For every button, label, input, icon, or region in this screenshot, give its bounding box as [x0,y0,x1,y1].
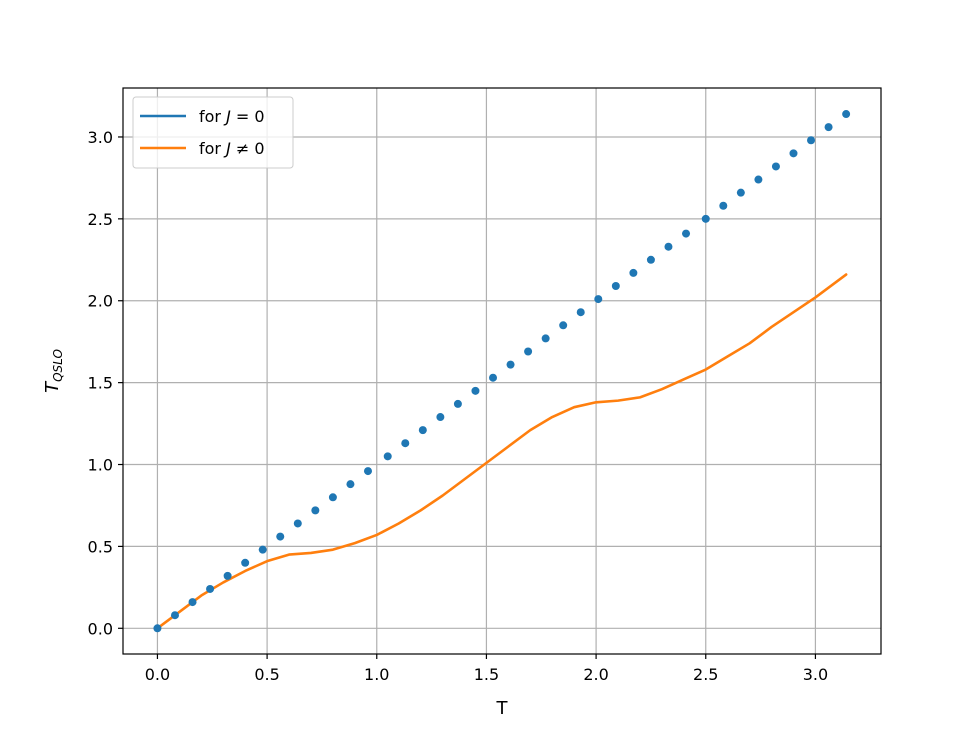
data-point-j-zero [524,347,533,356]
x-tick-label: 2.5 [693,665,718,684]
data-point-j-zero [789,149,798,158]
data-point-j-zero [754,175,763,184]
data-point-j-zero [436,413,445,422]
data-point-j-zero [576,308,585,317]
y-tick-label: 3.0 [88,128,113,147]
data-point-j-zero [383,452,392,461]
data-point-j-zero [401,439,410,448]
y-tick-label: 1.5 [88,374,113,393]
legend: for J = 0 for J ≠ 0 [132,96,294,169]
x-tick-label: 0.5 [254,665,279,684]
data-point-j-zero [807,136,816,145]
data-point-j-zero [594,295,603,304]
data-point-j-zero [506,360,515,369]
data-point-j-zero [664,242,673,251]
data-point-j-zero [842,110,851,119]
data-point-j-zero [188,598,197,607]
grid [123,88,881,654]
x-tick-label: 0.0 [145,665,170,684]
data-point-j-zero [471,386,480,395]
plot-frame [122,87,882,655]
data-point-j-zero [328,493,337,502]
data-point-j-zero [541,334,550,343]
data-point-j-zero [453,399,462,408]
data-point-j-zero [611,282,620,290]
data-point-j-zero [206,584,215,593]
x-tick-label: 2.0 [583,665,608,684]
data-point-j-zero [719,201,728,210]
y-tick-label: 2.0 [88,292,113,311]
legend-label-j-nonzero: for J ≠ 0 [199,139,265,158]
data-point-j-zero [293,519,302,528]
y-tick-label: 0.5 [88,537,113,556]
data-point-j-zero [311,506,320,515]
data-point-j-zero [170,611,179,620]
data-point-j-zero [418,426,427,435]
data-point-j-zero [489,373,498,382]
series-layer [153,110,851,633]
data-point-j-zero [629,268,638,277]
data-point-j-zero [559,321,568,330]
data-point-j-zero [258,545,267,554]
data-point-j-zero [682,229,691,238]
data-point-j-zero [771,162,780,171]
data-point-j-zero [701,214,710,223]
x-tick-label: 1.0 [364,665,389,684]
ticks: 0.0 0.5 1.0 1.5 2.0 2.5 3.0 0.0 0.5 1.0 1.5 2.0 2.5 3… [88,128,829,684]
x-axis-label: T [496,698,509,719]
data-point-j-zero [824,123,833,132]
data-point-j-zero [346,480,355,489]
data-point-j-zero [736,188,745,197]
data-point-j-zero [153,624,162,633]
data-point-j-zero [223,571,232,580]
y-tick-label: 1.0 [88,456,113,475]
data-point-j-zero [363,467,372,476]
y-tick-label: 0.0 [88,619,113,638]
y-axis-label: TQSLO [42,349,65,393]
x-tick-label: 3.0 [803,665,828,684]
legend-box [132,96,294,169]
series-line-j-nonzero [156,273,848,630]
legend-label-j-zero: for J = 0 [199,107,265,126]
x-tick-label: 1.5 [474,665,499,684]
plot-background [123,88,881,654]
y-tick-label: 2.5 [88,210,113,229]
data-point-j-zero [646,255,655,264]
data-point-j-zero [276,532,285,541]
data-point-j-zero [241,558,250,567]
